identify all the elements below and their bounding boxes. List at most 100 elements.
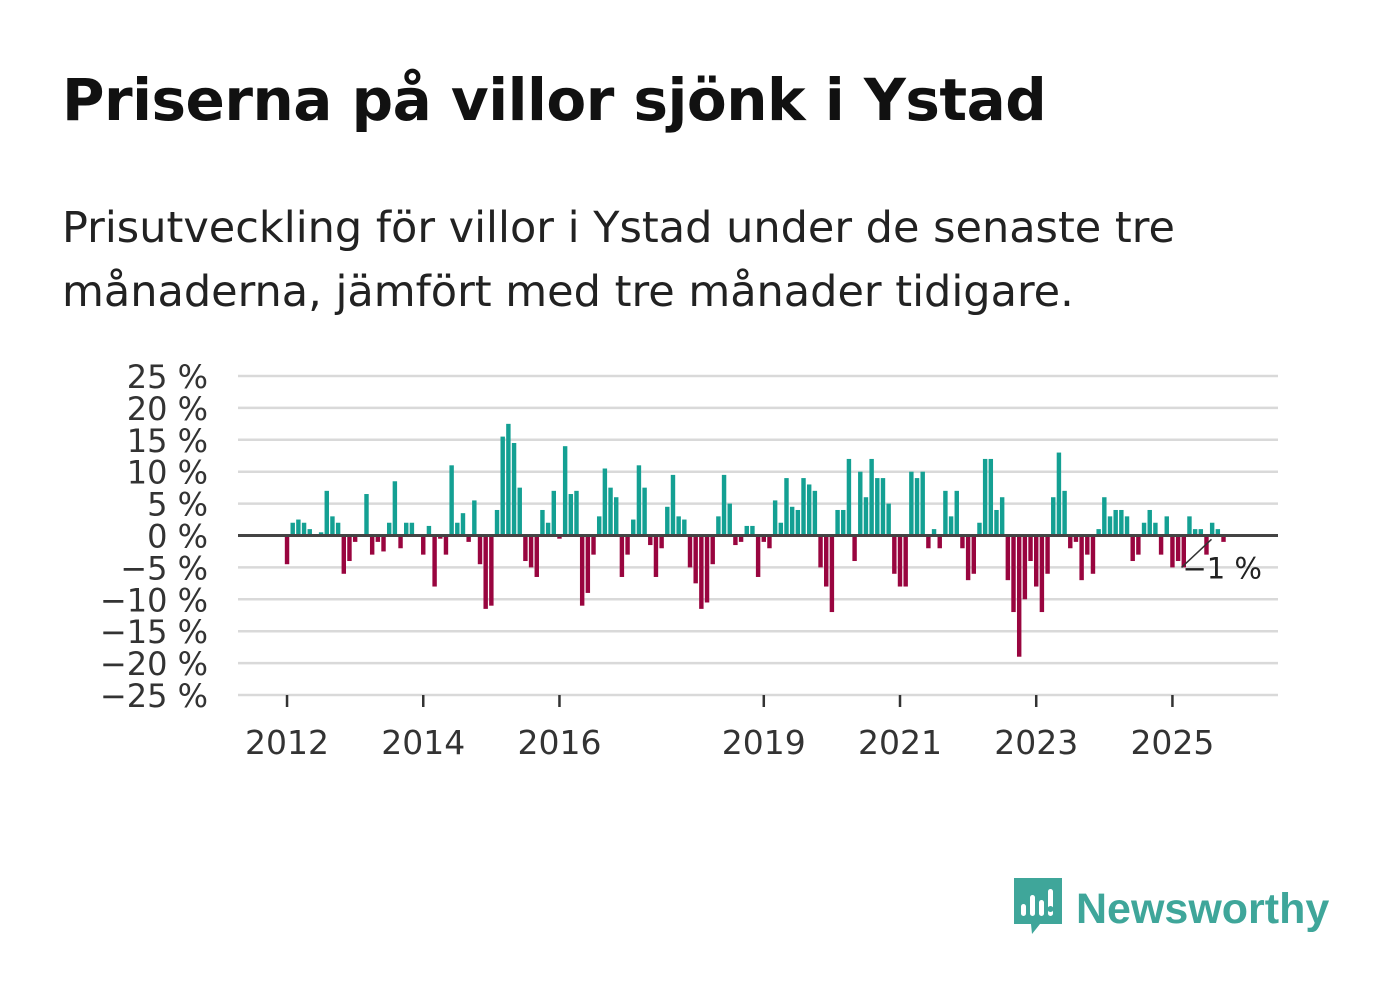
bar (596, 516, 602, 536)
bar (659, 535, 664, 549)
bar (568, 494, 574, 536)
bar (489, 535, 494, 606)
bar (1034, 535, 1039, 587)
x-tick-label: 2019 (722, 723, 806, 762)
bar (494, 509, 500, 536)
bar (528, 535, 534, 568)
bar (789, 506, 795, 536)
bar (858, 471, 863, 536)
bar (602, 468, 608, 536)
bar (1209, 522, 1215, 536)
chart-title: Priserna på villor sjönk i Ystad (62, 66, 1047, 134)
bar (1090, 535, 1096, 574)
bar (506, 423, 511, 536)
bar (591, 535, 596, 555)
y-tick-label: 25 % (127, 358, 208, 396)
bar (920, 471, 925, 536)
bar (744, 525, 749, 536)
bar (1147, 509, 1152, 536)
bar (665, 506, 670, 536)
bar (1170, 535, 1175, 568)
bar (1158, 535, 1164, 555)
bar (863, 497, 869, 536)
bar (926, 535, 931, 549)
bar (1062, 490, 1067, 536)
bar (477, 535, 483, 565)
bar (1073, 535, 1079, 542)
bar (801, 478, 806, 536)
chart-subtitle: Prisutveckling för villor i Ystad under … (62, 203, 1175, 317)
bar (1056, 452, 1062, 536)
bar (1198, 529, 1204, 536)
y-tick-label: 0 % (147, 518, 208, 556)
bar (426, 525, 432, 536)
bar (931, 529, 937, 536)
bar (1028, 535, 1033, 562)
bar (381, 535, 386, 552)
bar (1164, 516, 1169, 536)
bar (460, 513, 466, 536)
bar (988, 458, 994, 536)
brand-name: Newsworthy (1076, 884, 1330, 933)
bar (1085, 535, 1090, 555)
bar (642, 487, 647, 536)
bar (999, 497, 1005, 536)
bar (364, 494, 369, 536)
bar (1107, 516, 1113, 536)
bar (534, 535, 539, 577)
bar (421, 535, 426, 555)
bar (335, 522, 341, 536)
bar (954, 490, 959, 536)
bar (824, 535, 829, 587)
bar (778, 522, 784, 536)
bar (540, 509, 545, 536)
bar (699, 535, 704, 609)
bar (324, 490, 329, 536)
bar (301, 522, 307, 536)
bar (761, 535, 767, 542)
bar (608, 487, 613, 536)
bar (994, 509, 999, 536)
bar (1204, 535, 1209, 555)
bar (443, 535, 449, 555)
bar (846, 458, 852, 536)
bar (772, 500, 778, 536)
newsworthy-logo-icon (1010, 876, 1066, 942)
bar (716, 516, 721, 536)
bar (318, 532, 324, 536)
bar (1130, 535, 1135, 562)
bar (472, 500, 477, 536)
bar (1192, 529, 1198, 536)
bar (1079, 535, 1084, 581)
bar (341, 535, 347, 574)
bar (982, 458, 988, 536)
bar (631, 519, 636, 536)
bar (937, 535, 942, 549)
bar (682, 519, 687, 536)
bar (943, 490, 948, 536)
y-tick-label: −25 % (100, 677, 208, 715)
y-tick-label: 15 % (127, 422, 208, 460)
bar (557, 535, 562, 539)
x-tick-label: 2012 (245, 723, 329, 762)
bar (375, 535, 381, 542)
last-value-leader (1181, 538, 1213, 568)
newsworthy-brand[interactable]: Newsworthy (1010, 878, 1329, 940)
bar (636, 465, 642, 536)
bar (727, 503, 732, 536)
bar (284, 535, 290, 565)
bar (392, 481, 398, 536)
bar (545, 522, 551, 536)
bar (1051, 497, 1056, 536)
bar (1119, 509, 1124, 536)
bar (1124, 516, 1130, 536)
bar (971, 535, 977, 574)
bar (290, 522, 295, 536)
bar (438, 535, 443, 539)
bar (693, 535, 698, 584)
bar (386, 522, 392, 536)
bar (307, 529, 312, 536)
bar (721, 474, 727, 536)
y-tick-label: 10 % (127, 454, 208, 492)
x-tick-label: 2021 (858, 723, 942, 762)
